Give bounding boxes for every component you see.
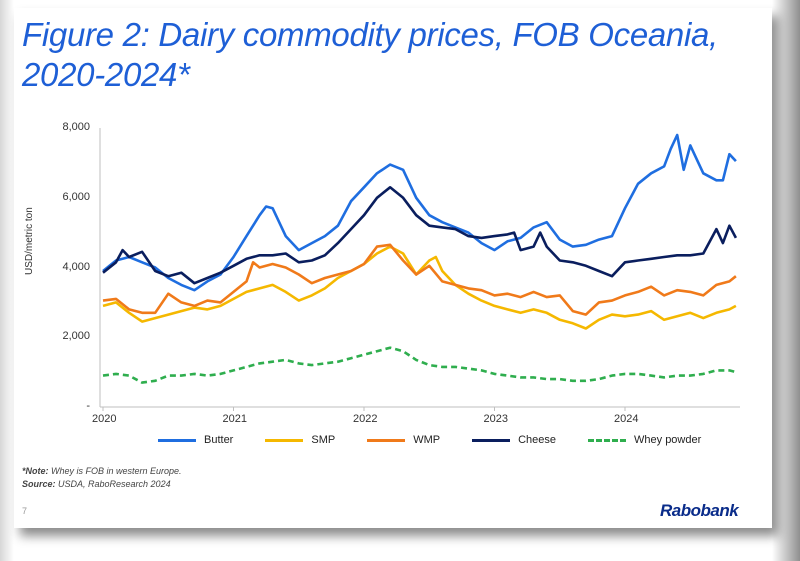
y-tick-label: 6,000 <box>62 190 90 203</box>
source-label: Source: <box>22 479 56 489</box>
legend-swatch <box>265 438 304 442</box>
x-tick-label: 2022 <box>353 413 378 425</box>
legend-label: Whey powder <box>634 434 702 446</box>
x-tick-label: 2020 <box>92 413 117 425</box>
rabobank-logo: Rabobank <box>660 501 739 520</box>
y-tick-label: - <box>86 400 90 412</box>
series-line-whey-powder <box>102 346 737 384</box>
y-tick-label: 8,000 <box>62 121 90 133</box>
legend-label: Cheese <box>518 434 557 446</box>
footnote: *Note: Whey is FOB in western Europe. So… <box>22 465 182 491</box>
x-tick-label: 2021 <box>222 413 247 425</box>
legend-item-whey-powder: Whey powder <box>588 434 701 446</box>
legend-swatch <box>158 438 196 442</box>
page-number: 7 <box>22 506 28 516</box>
note-line: *Note: Whey is FOB in western Europe. <box>22 465 182 478</box>
legend-swatch <box>367 438 406 442</box>
legend-label: SMP <box>311 434 336 446</box>
x-tick-label: 2024 <box>614 413 639 425</box>
series-line-wmp <box>102 243 737 316</box>
y-tick-label: 2,000 <box>62 330 90 343</box>
source-text: USDA, RaboResearch 2024 <box>55 479 171 489</box>
series-line-cheese <box>102 186 738 285</box>
note-text: Whey is FOB in western Europe. <box>48 466 182 476</box>
legend-swatch <box>472 438 511 442</box>
note-label: *Note: <box>22 466 49 476</box>
source-line: Source: USDA, RaboResearch 2024 <box>22 478 182 491</box>
legend-label: Butter <box>204 434 234 446</box>
y-tick-label: 4,000 <box>62 260 90 273</box>
legend-item-wmp: WMP <box>367 434 440 446</box>
series-line-butter <box>102 133 737 292</box>
legend-label: WMP <box>413 434 441 446</box>
legend-item-butter: Butter <box>158 434 233 446</box>
legend-item-smp: SMP <box>265 434 335 446</box>
legend-swatch <box>588 438 627 442</box>
chart-title: Figure 2: Dairy commodity prices, FOB Oc… <box>22 16 718 93</box>
chart-legend: Butter SMP WMP Cheese Whey powder <box>158 434 733 446</box>
series-line-smp <box>102 245 737 330</box>
legend-item-cheese: Cheese <box>472 434 556 446</box>
x-tick-label: 2023 <box>483 413 508 425</box>
